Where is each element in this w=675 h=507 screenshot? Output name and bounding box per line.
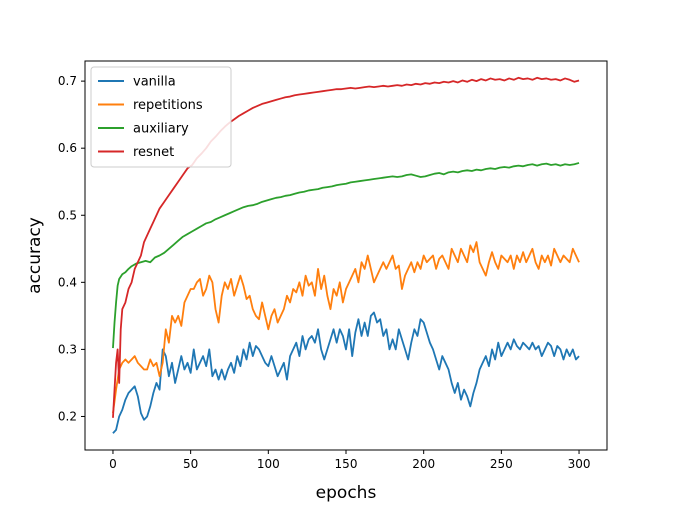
- x-tick-label-0: 0: [109, 457, 117, 471]
- x-tick-label-150: 150: [335, 457, 358, 471]
- y-tick-label-0.6: 0.6: [58, 141, 77, 155]
- x-tick-label-250: 250: [490, 457, 513, 471]
- legend-label-resnet: resnet: [133, 145, 174, 160]
- axes: 0 50 100 150 200 250 300 0.2 0.3 0.4 0.5 0.6 0.7: [58, 60, 608, 471]
- y-tick-label-0.3: 0.3: [58, 342, 77, 356]
- plot-area: [112, 76, 580, 434]
- y-tick-label-0.5: 0.5: [58, 208, 77, 222]
- series-line-repetitions: [112, 241, 580, 414]
- y-tick-label-0.2: 0.2: [58, 409, 77, 423]
- x-tick-label-50: 50: [183, 457, 198, 471]
- y-axis-label: accuracy: [25, 217, 45, 294]
- legend-label-repetitions: repetitions: [133, 98, 203, 113]
- x-tick-label-100: 100: [257, 457, 280, 471]
- x-tick-label-200: 200: [412, 457, 435, 471]
- legend-box: [90, 66, 232, 168]
- y-tick-label-0.4: 0.4: [58, 275, 77, 289]
- series-line-auxiliary: [112, 162, 580, 349]
- x-tick-label-300: 300: [568, 457, 591, 471]
- legend-label-auxiliary: auxiliary: [133, 122, 189, 137]
- legend: vanilla repetitions auxiliary resnet: [90, 66, 232, 168]
- y-tick-label-0.7: 0.7: [58, 74, 77, 88]
- legend-label-vanilla: vanilla: [133, 75, 176, 90]
- series-line-vanilla: [112, 311, 580, 434]
- series-line-resnet: [112, 76, 580, 418]
- x-axis-label: epochs: [316, 483, 377, 503]
